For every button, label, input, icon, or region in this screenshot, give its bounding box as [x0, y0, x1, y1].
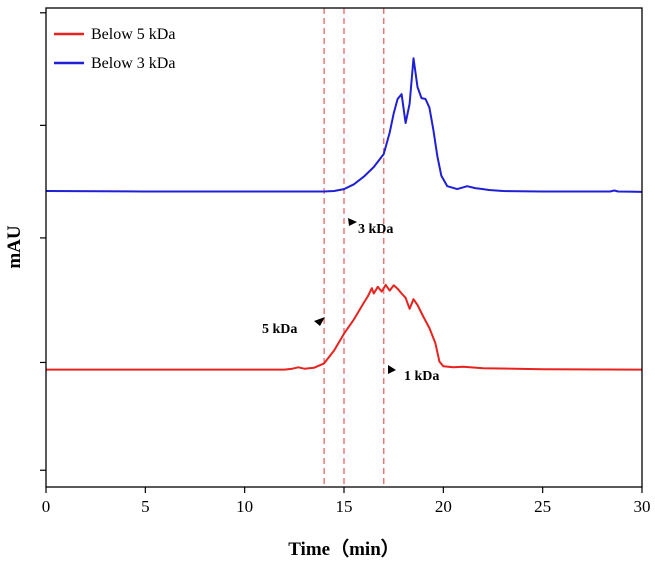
- x-axis: 0 5 10 15 20 25 30: [42, 487, 651, 516]
- annotation-arrow-0: [348, 218, 357, 226]
- series-lines: [45, 57, 643, 371]
- x-tick-label-2: 10: [236, 497, 253, 516]
- x-tick-label-1: 5: [141, 497, 150, 516]
- series-line-1: [45, 57, 643, 193]
- legend-label-0: Below 5 kDa: [91, 26, 175, 43]
- annotations: 3 kDa 5 kDa 1 kDa: [262, 218, 439, 384]
- x-tick-label-3: 15: [336, 497, 353, 516]
- x-tick-label-6: 30: [634, 497, 651, 516]
- annotation-arrow-2: [388, 365, 396, 374]
- y-axis-ticks: [40, 12, 46, 471]
- annotation-label-0: 3 kDa: [358, 222, 393, 237]
- legend: Below 5 kDa Below 3 kDa: [54, 26, 175, 72]
- y-axis-title: mAU: [4, 225, 25, 269]
- x-tick-label-5: 25: [534, 497, 551, 516]
- x-tick-label-0: 0: [42, 497, 51, 516]
- x-tick-label-4: 20: [435, 497, 452, 516]
- legend-label-1: Below 3 kDa: [91, 55, 175, 72]
- annotation-arrow-1: [314, 317, 325, 326]
- annotation-label-1: 5 kDa: [262, 322, 297, 337]
- series-line-0: [46, 283, 643, 371]
- annotation-label-2: 1 kDa: [404, 369, 439, 384]
- x-axis-title: Time（min）: [288, 537, 400, 560]
